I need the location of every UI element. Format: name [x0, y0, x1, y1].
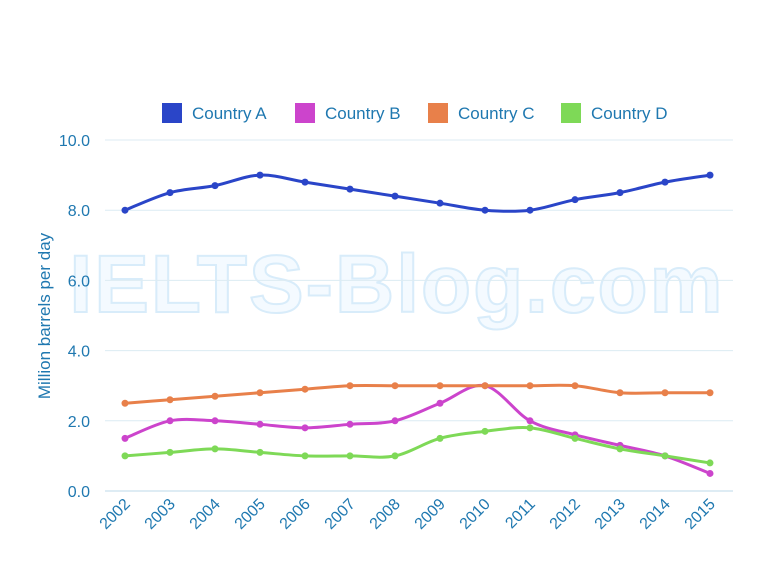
data-point [526, 424, 534, 432]
x-tick-label: 2012 [547, 496, 584, 533]
data-point [121, 399, 129, 407]
watermark: IELTS-Blog.com [69, 239, 724, 330]
data-point [436, 199, 444, 207]
data-point [481, 382, 489, 390]
data-point [211, 392, 219, 400]
x-tick-label: 2013 [592, 496, 629, 533]
data-point [166, 189, 174, 197]
data-point [211, 417, 219, 425]
legend-label: Country B [325, 104, 401, 123]
legend-label: Country C [458, 104, 535, 123]
data-point [166, 448, 174, 456]
data-point [616, 445, 624, 453]
series-line [124, 426, 711, 465]
legend-swatch [295, 103, 315, 123]
data-point [436, 399, 444, 407]
series-line [124, 173, 711, 213]
data-point [166, 417, 174, 425]
data-point [391, 382, 399, 390]
data-point [706, 469, 714, 477]
data-point [436, 382, 444, 390]
x-tick-label: 2006 [277, 496, 314, 533]
x-tick-label: 2014 [637, 496, 674, 533]
x-tick-label: 2004 [187, 496, 224, 533]
data-point [346, 185, 354, 193]
y-tick-label: 4.0 [68, 344, 90, 361]
data-point [661, 178, 669, 186]
data-point [256, 389, 264, 397]
x-tick-label: 2008 [367, 496, 404, 533]
data-point [301, 424, 309, 432]
series-line [124, 383, 710, 405]
data-point [526, 417, 534, 425]
data-point [256, 448, 264, 456]
y-tick-label: 0.0 [68, 484, 90, 501]
data-point [661, 452, 669, 460]
data-point [301, 178, 309, 186]
data-point [391, 417, 399, 425]
data-point [481, 206, 489, 214]
data-point [211, 182, 219, 190]
x-tick-label: 2005 [232, 496, 269, 533]
legend-swatch [162, 103, 182, 123]
legend-swatch [561, 103, 581, 123]
y-axis-label: Million barrels per day [35, 232, 54, 399]
data-point [256, 420, 264, 428]
data-point [526, 382, 534, 390]
series-line [124, 383, 711, 475]
y-tick-label: 6.0 [68, 273, 90, 290]
data-point [391, 452, 399, 460]
y-tick-label: 10.0 [59, 133, 90, 150]
legend-label: Country D [591, 104, 668, 123]
data-point [571, 196, 579, 204]
data-point [481, 427, 489, 435]
y-tick-label: 2.0 [68, 414, 90, 431]
data-point [616, 189, 624, 197]
data-point [661, 389, 669, 397]
legend-label: Country A [192, 104, 267, 123]
data-point [616, 389, 624, 397]
data-point [121, 206, 129, 214]
x-tick-label: 2015 [682, 496, 719, 533]
data-point [706, 171, 714, 179]
data-point [346, 382, 354, 390]
x-tick-label: 2003 [142, 496, 179, 533]
data-point [391, 192, 399, 200]
data-point [436, 434, 444, 442]
x-tick-label: 2007 [322, 496, 359, 533]
data-point [211, 445, 219, 453]
data-point [706, 459, 714, 467]
data-point [346, 452, 354, 460]
data-point [121, 452, 129, 460]
x-tick-label: 2010 [457, 496, 494, 533]
x-tick-label: 2011 [502, 496, 538, 532]
x-tick-label: 2002 [97, 496, 134, 533]
data-point [256, 171, 264, 179]
legend-swatch [428, 103, 448, 123]
data-point [571, 434, 579, 442]
data-point [346, 420, 354, 428]
data-point [121, 434, 129, 442]
data-point [301, 452, 309, 460]
x-tick-label: 2009 [412, 496, 449, 533]
data-point [301, 385, 309, 393]
data-point [571, 382, 579, 390]
data-point [526, 206, 534, 214]
y-tick-label: 8.0 [68, 203, 90, 220]
data-point [706, 389, 714, 397]
data-point [166, 396, 174, 404]
